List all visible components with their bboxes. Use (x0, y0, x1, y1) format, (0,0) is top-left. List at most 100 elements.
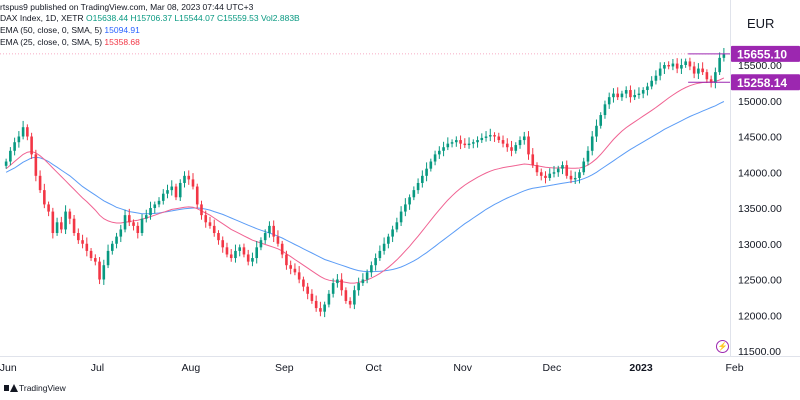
candle-body (13, 142, 16, 151)
candle-body (412, 190, 416, 198)
ema25-label[interactable]: EMA (25, close, 0, SMA, 5) (0, 37, 103, 47)
ema25-legend[interactable]: EMA (25, close, 0, SMA, 5) 15358.68 (0, 37, 140, 47)
candle-body (365, 272, 369, 280)
candle-body (297, 272, 301, 280)
candle-body (60, 222, 63, 230)
candle-body (51, 211, 55, 234)
candle-body (467, 143, 471, 146)
y-tick-label: 12000.00 (738, 310, 782, 322)
candle-body (561, 165, 564, 169)
symbol-name[interactable]: DAX Index, 1D, XETR (0, 13, 84, 23)
candle-body (212, 225, 216, 234)
candle-body (183, 175, 186, 183)
candle-body (289, 265, 292, 269)
candle-body (238, 247, 242, 251)
candle-body (115, 236, 118, 244)
candle-body (149, 208, 152, 216)
candle-body (599, 115, 603, 126)
y-tick-label: 11500.00 (738, 346, 781, 358)
candle-body (446, 143, 450, 148)
level-badge (731, 74, 800, 91)
candle-body (127, 215, 131, 223)
candle-body (578, 172, 581, 178)
candle-body (229, 254, 233, 259)
candle-body (64, 211, 67, 230)
candle-body (701, 68, 704, 73)
candle-body (340, 279, 343, 291)
candle-body (714, 72, 717, 83)
candle-body (522, 136, 526, 141)
x-tick-label: Nov (453, 362, 472, 374)
candle-body (310, 293, 314, 301)
candle-body (331, 283, 335, 294)
candle-body (85, 243, 89, 251)
volume-value: Vol2.883B (260, 13, 300, 23)
open-value: O15638.44 (86, 13, 129, 23)
ema50-line (5, 101, 725, 273)
candle-body (361, 279, 365, 284)
level-badge (731, 45, 800, 62)
candle-body (353, 290, 356, 305)
candle-body (98, 261, 101, 280)
candle-body (646, 86, 649, 91)
candle-body (399, 211, 403, 223)
y-tick-label: 15000.00 (738, 96, 782, 108)
candle-body (217, 233, 220, 241)
ema50-label[interactable]: EMA (50, close, 0, SMA, 5) (0, 25, 103, 35)
candle-body (170, 186, 174, 191)
symbol-legend[interactable]: DAX Index, 1D, XETR O15638.44 H15706.37 … (0, 13, 300, 23)
candle-body (327, 293, 331, 305)
candle-body (425, 168, 428, 176)
candle-body (221, 240, 225, 248)
candle-body (140, 218, 144, 234)
ema50-legend[interactable]: EMA (50, close, 0, SMA, 5) 15094.91 (0, 25, 140, 35)
candle-body (94, 258, 97, 262)
candle-body (119, 229, 123, 237)
lightning-icon[interactable]: ⚡ (716, 340, 729, 353)
footer-brand[interactable]: TradingView (4, 383, 66, 393)
candle-body (697, 68, 700, 74)
candle-body (472, 142, 475, 144)
candle-body (497, 136, 501, 141)
ema25-value: 15358.68 (104, 37, 140, 47)
candle-body (132, 222, 135, 226)
candle-body (251, 258, 254, 262)
candle-body (26, 127, 29, 137)
candle-body (582, 161, 586, 173)
candle-body (387, 236, 390, 244)
candle-body (204, 215, 208, 223)
candle-body (552, 172, 556, 174)
candle-body (565, 165, 569, 176)
candle-body (272, 225, 275, 237)
y-tick-label: 15500.00 (738, 60, 782, 72)
candle-body (302, 279, 305, 287)
candle-body (510, 147, 513, 151)
candle-body (688, 61, 692, 67)
x-tick-label: Jul (91, 362, 104, 374)
candle-body (484, 136, 488, 138)
candle-body (531, 154, 535, 166)
candle-body (370, 265, 373, 273)
candle-body (680, 65, 683, 69)
candle-body (242, 247, 246, 255)
candle-body (505, 143, 509, 148)
candle-body (480, 137, 484, 141)
candle-body (637, 93, 641, 96)
candle-body (263, 233, 267, 241)
candle-body (30, 136, 33, 155)
close-value: C15559.53 (216, 13, 259, 23)
x-tick-label: Jun (0, 362, 17, 374)
candle-body (722, 54, 726, 58)
candle-body (43, 190, 46, 205)
candle-body (357, 283, 360, 291)
ema25-line (5, 77, 725, 284)
candle-body (718, 57, 721, 73)
candle-body (629, 90, 632, 98)
x-tick-label: Sep (275, 362, 294, 374)
candle-body (246, 254, 250, 262)
candle-body (658, 68, 662, 76)
candle-body (663, 65, 666, 69)
candle-body (641, 90, 645, 94)
candle-body (285, 254, 288, 266)
